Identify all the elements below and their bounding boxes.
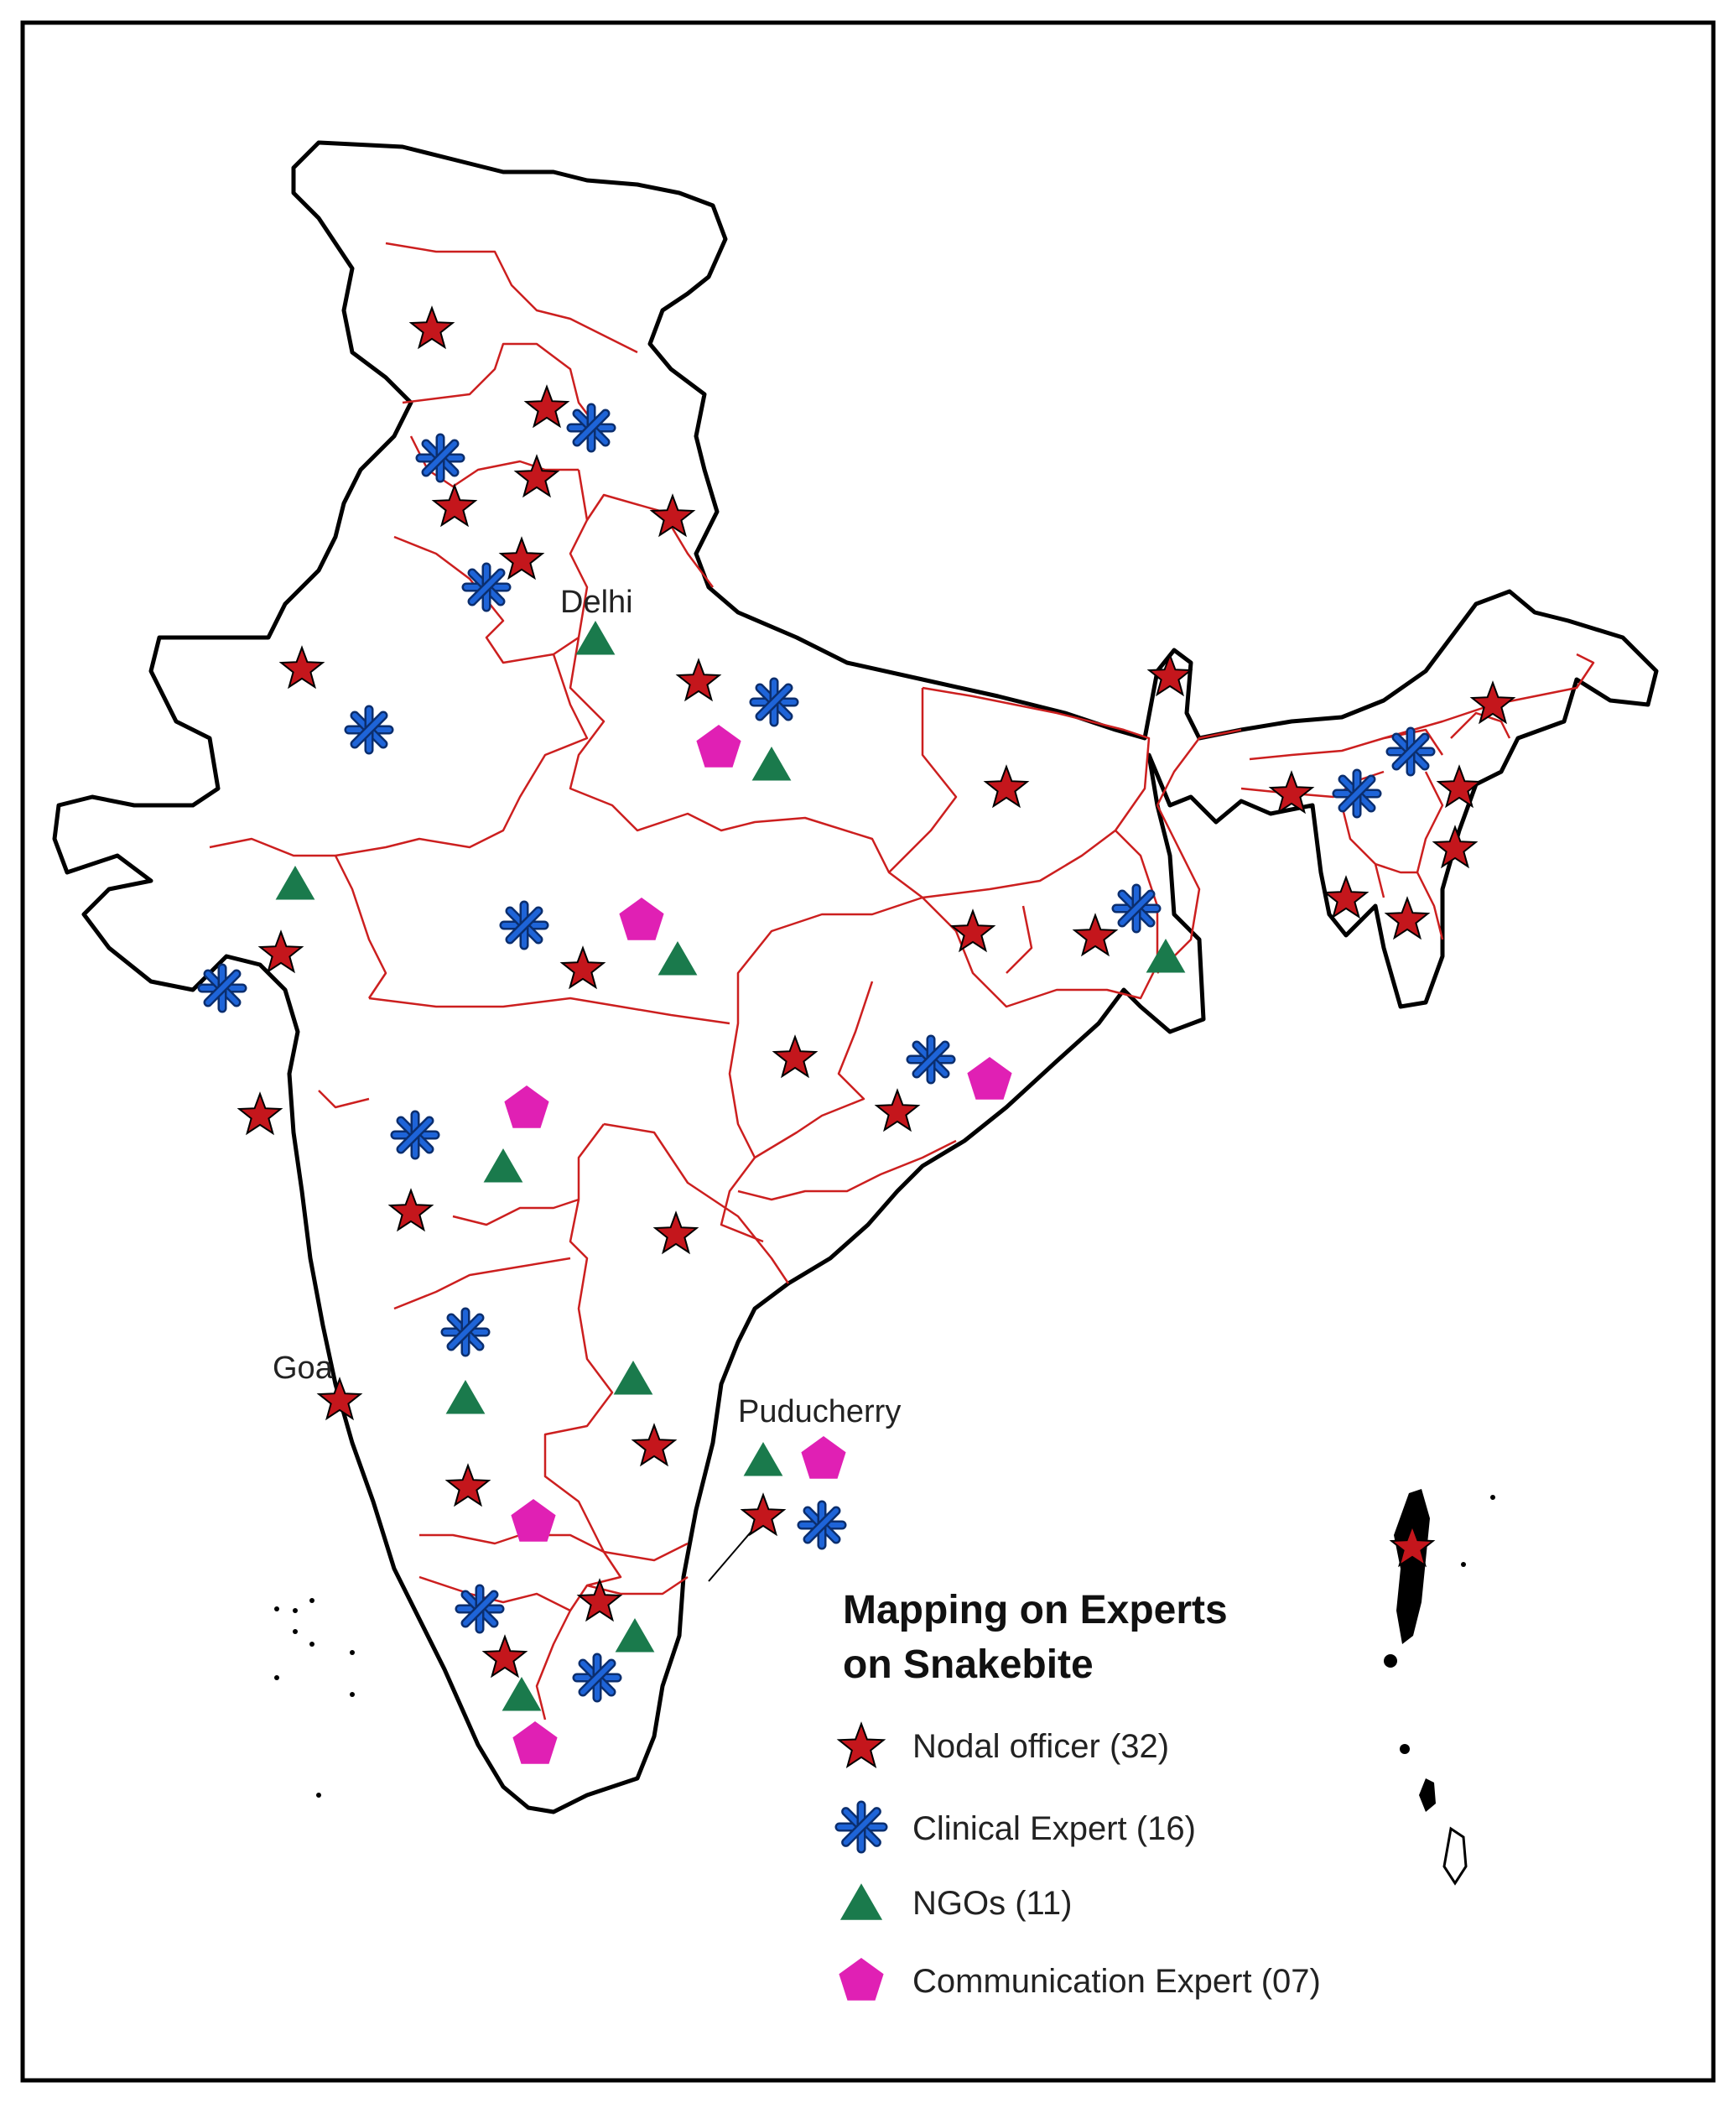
- clinical-expert-marker: [1111, 883, 1162, 934]
- nodal-officer-marker: [278, 645, 325, 690]
- nodal-officer-marker: [523, 384, 570, 429]
- nodal-officer-marker: [1389, 1523, 1436, 1568]
- nodal-officer-marker: [431, 483, 478, 528]
- ngo-marker: [615, 1618, 655, 1653]
- nodal-officer-marker: [949, 908, 996, 953]
- nodal-officer-marker: [772, 1034, 819, 1079]
- legend-title-line1: Mapping on Experts: [843, 1588, 1228, 1632]
- magenta-pentagon-icon: [839, 1958, 884, 2001]
- legend: Mapping on Experts on Snakebite Nodal of…: [834, 1588, 1321, 2001]
- india-outline: [52, 140, 1659, 1814]
- islands: [274, 1489, 1495, 1886]
- legend-label-clinical: Clinical Expert (16): [912, 1810, 1196, 1847]
- clinical-expert-marker: [749, 677, 799, 727]
- clinical-expert-marker: [499, 900, 549, 950]
- ngo-marker: [575, 621, 616, 655]
- legend-label-communication: Communication Expert (07): [912, 1963, 1321, 2000]
- clinical-expert-marker: [344, 705, 394, 755]
- communication-expert-marker: [511, 1499, 556, 1542]
- nodal-officer-marker: [1268, 770, 1315, 815]
- green-triangle-icon: [839, 1883, 883, 1920]
- clinical-expert-marker: [390, 1110, 440, 1160]
- nodal-officer-marker: [481, 1634, 528, 1679]
- legend-label-ngo: NGOs (11): [912, 1885, 1072, 1922]
- nodal-officer-marker: [513, 454, 560, 498]
- ngo-marker: [275, 866, 315, 900]
- legend-title-line2: on Snakebite: [843, 1642, 1094, 1687]
- markers: [197, 305, 1516, 1764]
- nodal-officer-marker: [559, 945, 606, 990]
- ngo-marker: [613, 1361, 653, 1395]
- clinical-expert-marker: [415, 433, 465, 483]
- ngo-marker: [483, 1148, 523, 1183]
- clinical-expert-marker: [440, 1307, 491, 1357]
- red-star-icon: [836, 1721, 886, 1769]
- nodal-officer-marker: [1384, 896, 1431, 940]
- puducherry-label: Puducherry: [738, 1394, 901, 1429]
- clinical-expert-marker: [566, 403, 616, 453]
- nodal-officer-marker: [1146, 653, 1193, 697]
- nodal-officer-marker: [1432, 825, 1479, 869]
- nodal-officer-marker: [631, 1423, 678, 1467]
- clinical-expert-marker: [197, 963, 247, 1013]
- state-borders: [209, 242, 1595, 1720]
- blue-asterisk-icon: [834, 1800, 888, 1854]
- nodal-officer-marker: [983, 764, 1030, 809]
- nodal-officer-marker: [1072, 913, 1119, 957]
- legend-label-nodal: Nodal officer (32): [912, 1728, 1169, 1765]
- nodal-officer-marker: [387, 1188, 434, 1232]
- ngo-marker: [445, 1380, 486, 1414]
- nodal-officer-marker: [1436, 764, 1483, 809]
- clinical-expert-marker: [797, 1500, 847, 1550]
- nodal-officer-marker: [444, 1463, 491, 1507]
- nodal-officer-marker: [874, 1088, 921, 1132]
- clinical-expert-marker: [906, 1034, 956, 1085]
- goa-label: Goa: [273, 1351, 334, 1386]
- clinical-expert-marker: [461, 562, 512, 612]
- ngo-marker: [502, 1677, 542, 1711]
- clinical-expert-marker: [572, 1653, 622, 1703]
- nodal-officer-marker: [576, 1578, 623, 1622]
- nodal-officer-marker: [408, 305, 455, 350]
- communication-expert-marker: [619, 898, 664, 940]
- communication-expert-marker: [696, 725, 741, 768]
- communication-expert-marker: [967, 1057, 1012, 1100]
- communication-expert-marker: [801, 1436, 846, 1479]
- nodal-officer-marker: [740, 1492, 787, 1537]
- nodal-officer-marker: [652, 1210, 699, 1255]
- clinical-expert-marker: [1332, 768, 1382, 819]
- nodal-officer-marker: [675, 658, 722, 702]
- nodal-officer-marker: [1469, 680, 1516, 725]
- communication-expert-marker: [504, 1085, 549, 1128]
- ngo-marker: [751, 747, 792, 781]
- nodal-officer-marker: [1323, 875, 1370, 919]
- nodal-officer-marker: [498, 536, 545, 580]
- nodal-officer-marker: [236, 1091, 283, 1136]
- ngo-marker: [1146, 939, 1186, 973]
- ngo-marker: [743, 1442, 783, 1476]
- clinical-expert-marker: [1385, 726, 1436, 777]
- nodal-officer-marker: [316, 1377, 363, 1421]
- communication-expert-marker: [512, 1721, 558, 1764]
- ngo-marker: [657, 941, 698, 976]
- nodal-officer-marker: [257, 929, 304, 974]
- nodal-officer-marker: [649, 493, 696, 538]
- delhi-label: Delhi: [560, 585, 633, 620]
- clinical-expert-marker: [455, 1584, 505, 1634]
